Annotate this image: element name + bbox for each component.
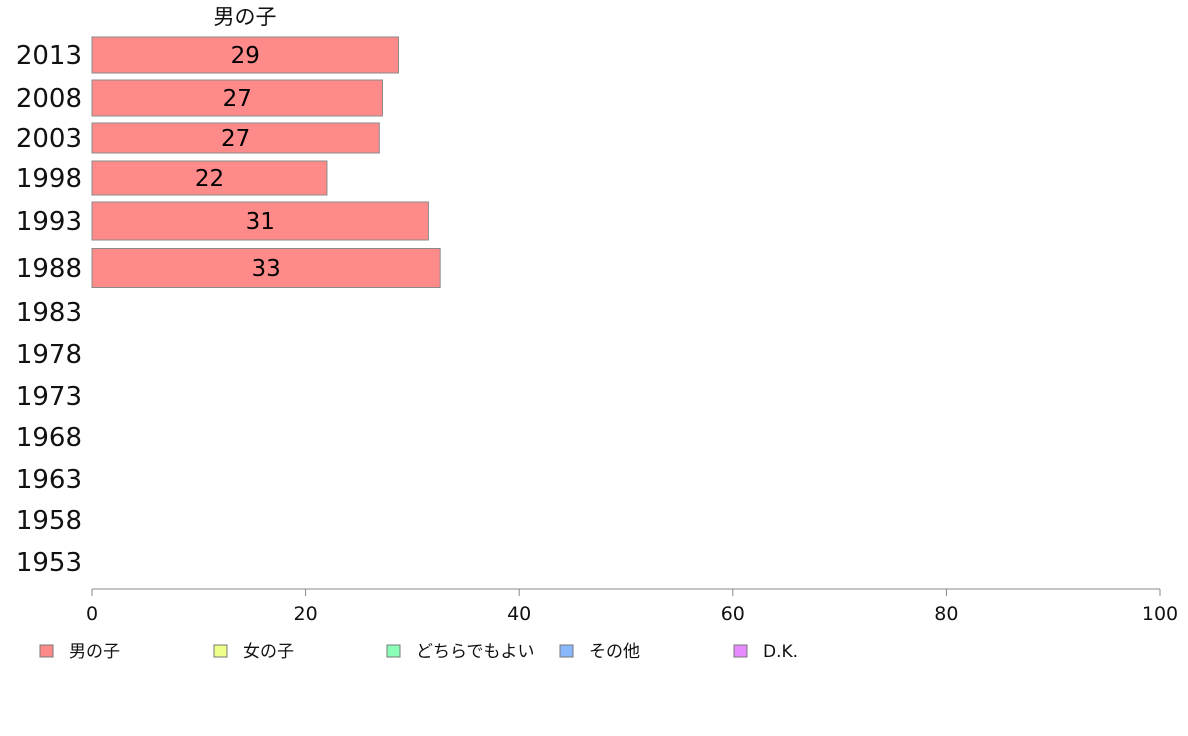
- legend-item: 男の子: [39, 642, 120, 662]
- legend-label: 女の子: [243, 642, 294, 662]
- year-label: 1953: [16, 548, 82, 578]
- x-tick-label: 60: [721, 603, 745, 625]
- year-label: 1988: [16, 254, 82, 284]
- legend: 男の子 女の子 どちらでもよい その他 D.K.: [39, 642, 798, 662]
- bar-value-label: 33: [251, 256, 280, 282]
- legend-swatch: [213, 644, 228, 658]
- bar: [91, 201, 429, 241]
- legend-swatch: [559, 644, 574, 658]
- bar: [91, 122, 380, 154]
- bar: [91, 79, 383, 117]
- legend-swatch: [39, 644, 54, 658]
- x-tick-label: 40: [507, 603, 531, 625]
- legend-label: 男の子: [69, 642, 120, 662]
- year-label: 1993: [16, 207, 82, 237]
- year-label: 1998: [16, 164, 82, 194]
- legend-item: D.K.: [733, 642, 798, 662]
- year-label: 1978: [16, 340, 82, 370]
- bar: [91, 36, 400, 74]
- legend-label: D.K.: [763, 642, 798, 662]
- legend-label: どちらでもよい: [416, 642, 535, 662]
- x-tick-label: 100: [1142, 603, 1178, 625]
- year-labels: 2013 2008 2003 1998 1993 1988 1983 1978 1973 1968…: [16, 41, 82, 578]
- bar-value-label: 31: [246, 209, 275, 235]
- year-label: 1963: [16, 465, 82, 495]
- bar-value-label: 22: [195, 166, 224, 192]
- legend-item: どちらでもよい: [386, 642, 535, 662]
- bar-value-label: 29: [231, 43, 260, 69]
- legend-item: 女の子: [213, 642, 294, 662]
- bar: [91, 160, 328, 196]
- x-axis: 0 20 40 60 80 100: [86, 588, 1178, 625]
- bars: 29 27 27 22 31 33: [91, 36, 441, 288]
- year-label: 1958: [16, 506, 82, 536]
- column-title: 男の子: [214, 5, 277, 29]
- bar-value-label: 27: [221, 126, 250, 152]
- year-label: 2013: [16, 41, 82, 71]
- year-label: 1973: [16, 382, 82, 412]
- legend-swatch: [733, 644, 748, 658]
- bar-value-label: 27: [223, 86, 252, 112]
- x-tick-label: 20: [294, 603, 318, 625]
- legend-item: その他: [559, 642, 640, 662]
- legend-label: その他: [589, 642, 640, 662]
- x-tick-label: 80: [934, 603, 958, 625]
- year-label: 1968: [16, 423, 82, 453]
- year-label: 1983: [16, 298, 82, 328]
- legend-swatch: [386, 644, 401, 658]
- year-label: 2003: [16, 124, 82, 154]
- year-label: 2008: [16, 84, 82, 114]
- x-tick-label: 0: [86, 603, 98, 625]
- bar: [91, 248, 441, 288]
